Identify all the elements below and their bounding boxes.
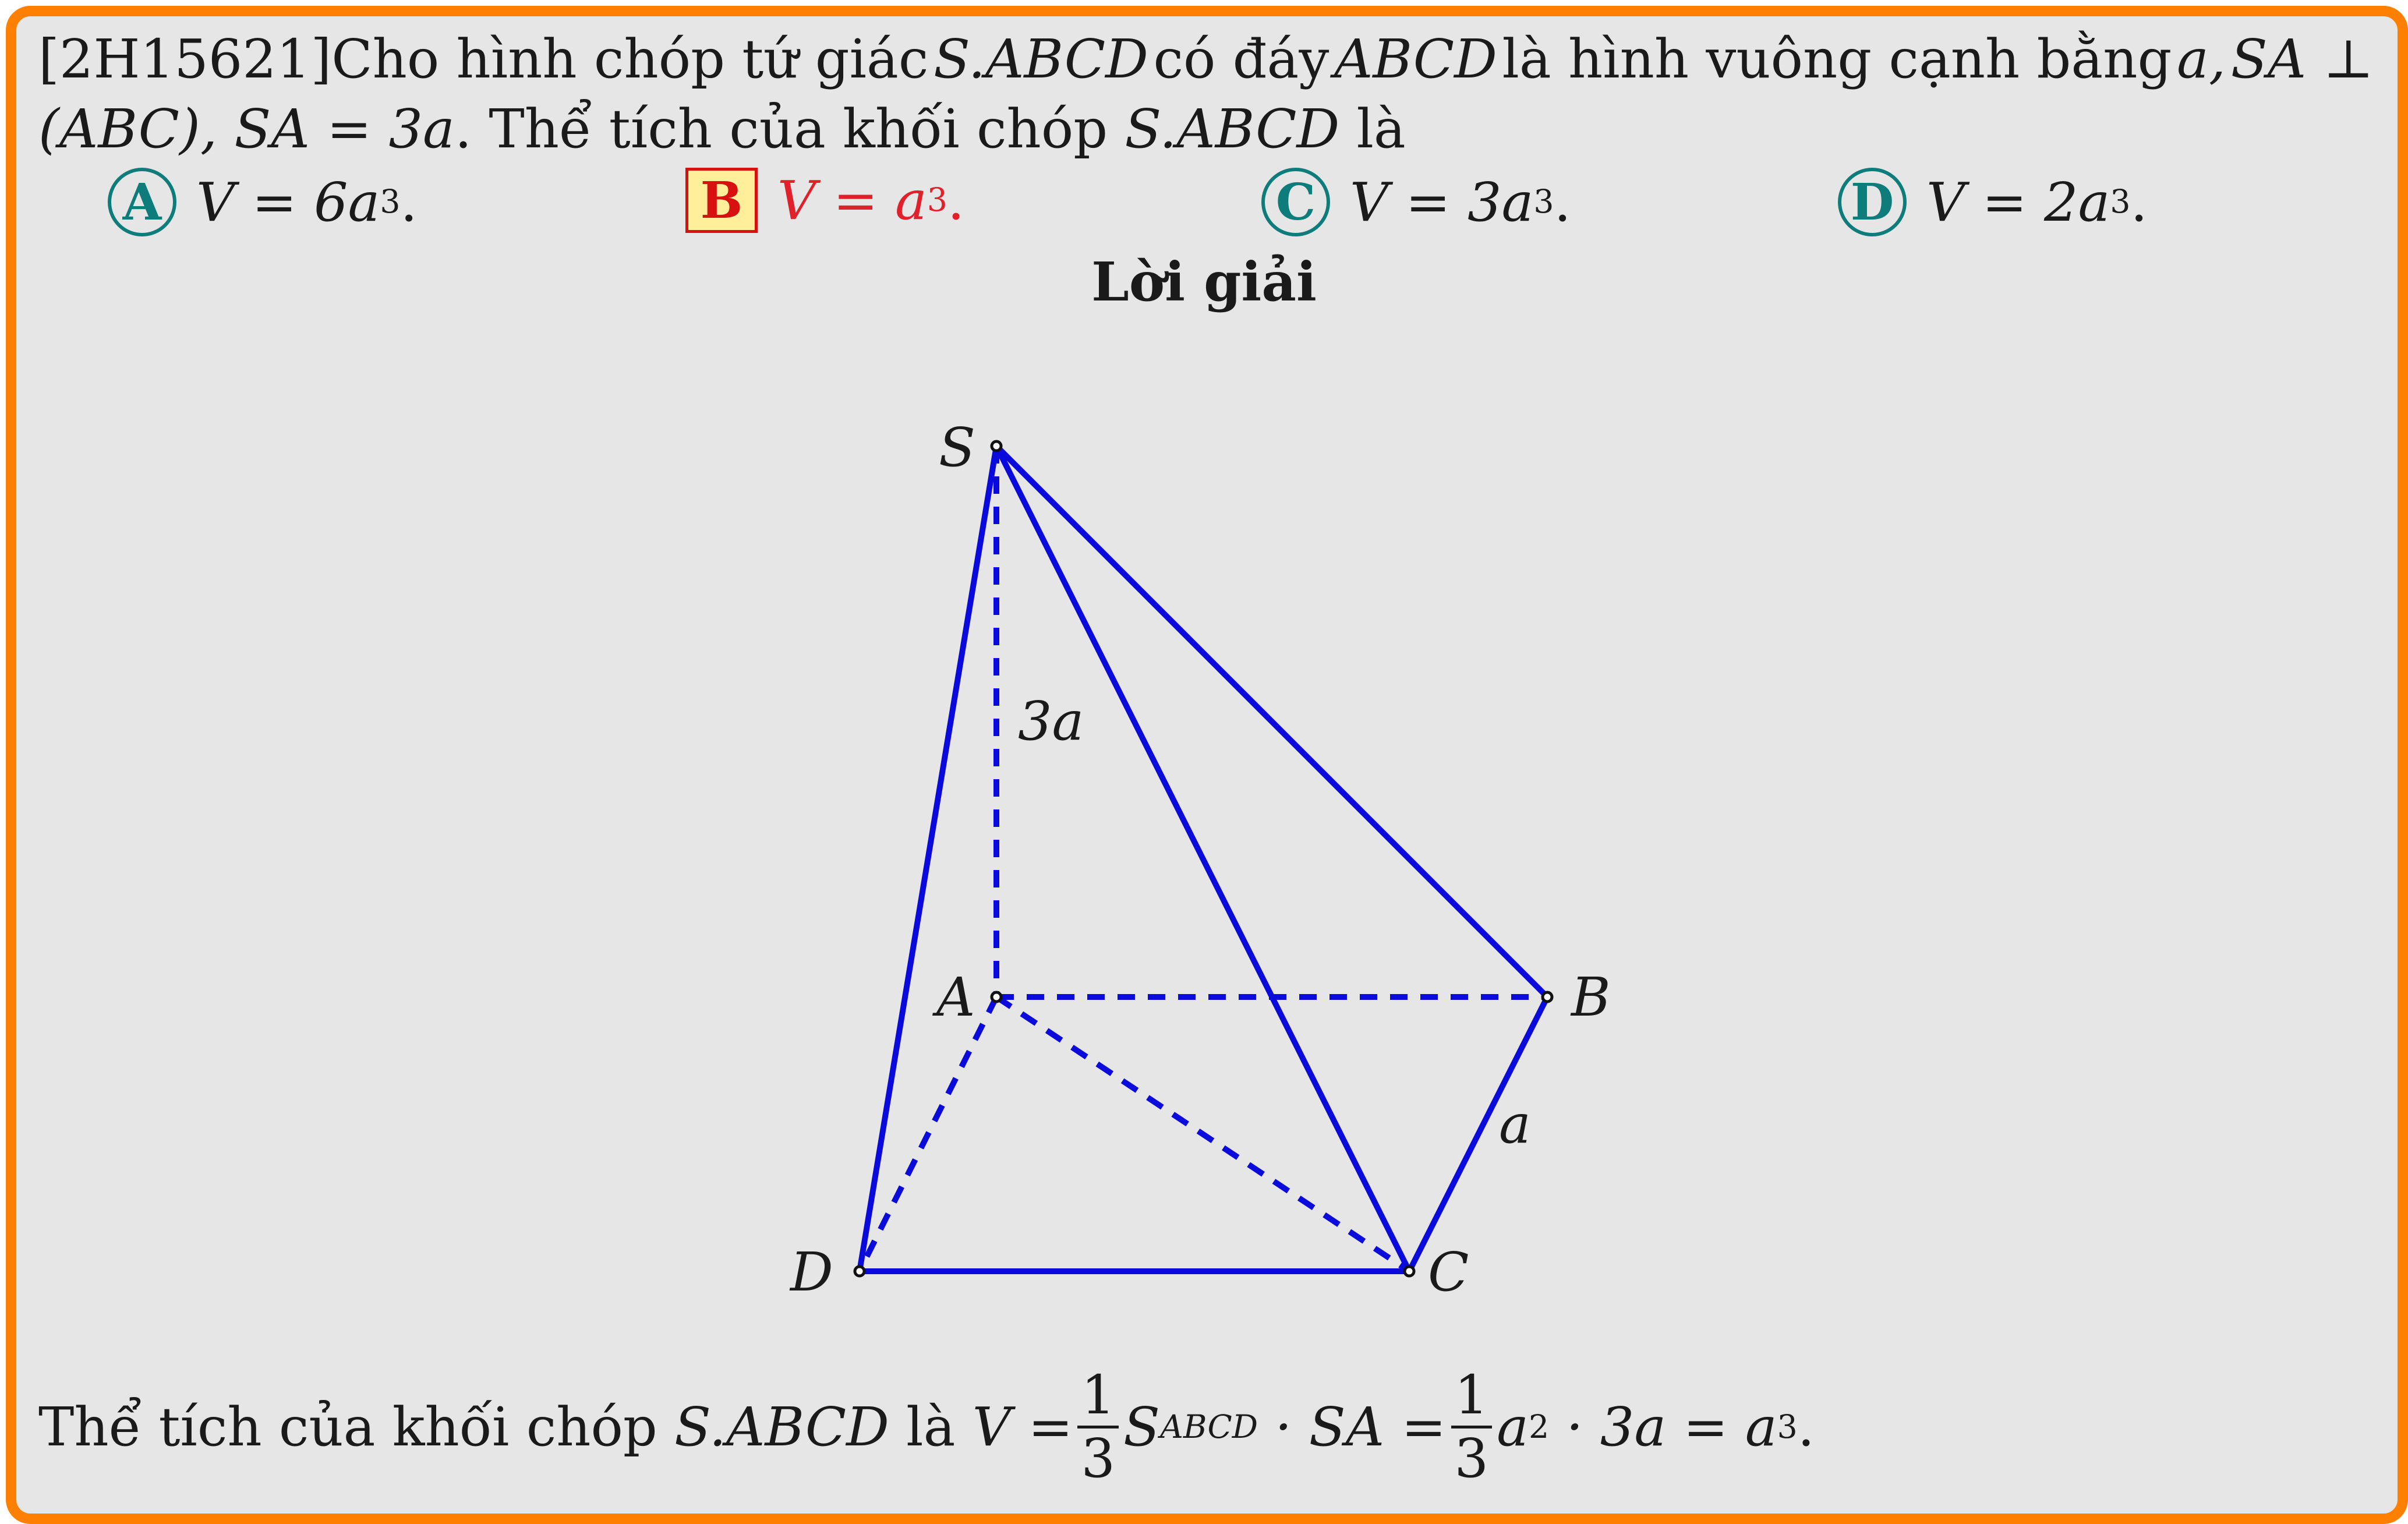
choice-d-expr: V = 2a: [1926, 171, 2110, 234]
choice-b-badge: B: [685, 168, 758, 233]
solution-solid: S.ABCD: [674, 1396, 889, 1458]
fraction-one-third: 1 3: [1077, 1369, 1119, 1486]
math-perp: SA ⊥: [2230, 28, 2374, 90]
solution-mid: · SA =: [1275, 1396, 1447, 1458]
edge-SD: [857, 443, 999, 1274]
point-A: [990, 991, 1003, 1003]
solution-text: là: [906, 1396, 956, 1458]
choice-a[interactable]: A V = 6a 3.: [108, 168, 418, 236]
edge-SC: [993, 443, 1412, 1274]
edge-CB: [1406, 994, 1550, 1274]
choice-c[interactable]: C V = 3a 3.: [1261, 168, 1571, 236]
fraction-numerator: 1: [1454, 1364, 1489, 1426]
edge-SB: [993, 443, 1550, 1000]
label-C: C: [1428, 1241, 1469, 1303]
math-condition: (ABC), SA = 3a: [38, 98, 455, 160]
point-B: [1541, 991, 1554, 1003]
label-A: A: [932, 966, 975, 1028]
math-solid: S.ABCD: [933, 28, 1148, 90]
choice-b-expr: V = a: [777, 169, 927, 232]
edge-AC-dashed: [995, 994, 1411, 1274]
area-symbol: S: [1123, 1396, 1161, 1458]
solution-end: .: [1797, 1396, 1815, 1458]
solution-v: V =: [972, 1396, 1073, 1458]
math-base: ABCD: [1334, 28, 1497, 90]
choice-a-tail: .: [400, 171, 418, 234]
question-id: [2H15621]: [38, 28, 332, 90]
label-B: B: [1570, 966, 1611, 1028]
point-D: [853, 1265, 866, 1278]
question-line-2: (ABC), SA = 3a. Thể tích của khối chóp S…: [38, 94, 2374, 164]
label-side-a: a: [1499, 1093, 1531, 1155]
choice-a-expr: V = 6a: [196, 171, 380, 234]
choice-d[interactable]: D V = 2a 3.: [1838, 168, 2148, 236]
fraction-denominator: 3: [1077, 1426, 1119, 1486]
solution-a: a: [1497, 1396, 1529, 1458]
point-C: [1403, 1265, 1416, 1278]
choice-d-tail: .: [2130, 171, 2148, 234]
solution-text: Thể tích của khối chóp: [38, 1396, 657, 1458]
label-height-3a: 3a: [1018, 690, 1084, 752]
fraction-numerator: 1: [1081, 1364, 1116, 1426]
area-subscript: ABCD: [1160, 1408, 1258, 1446]
question-text-part: Cho hình chóp tứ giác: [331, 28, 929, 90]
question-id-and-text: [2H15621]Cho hình chóp tứ giác: [38, 24, 928, 94]
question-text-part: có đáy: [1153, 28, 1329, 90]
choice-c-expr: V = 3a: [1350, 171, 1534, 234]
choice-d-badge: D: [1838, 168, 1907, 236]
choice-a-badge: A: [108, 168, 176, 236]
solution-line: Thể tích của khối chóp S.ABCD là V = 1 3…: [38, 1364, 1815, 1490]
question-text-part: là: [1356, 98, 1406, 160]
question-line-1: [2H15621]Cho hình chóp tứ giác S.ABCD có…: [38, 24, 2374, 94]
choice-b-tail: .: [947, 169, 965, 232]
question-text-part: là hình vuông cạnh bằng: [1502, 28, 2172, 90]
label-S: S: [939, 416, 975, 479]
fraction-denominator: 3: [1451, 1426, 1493, 1486]
point-S: [990, 440, 1003, 452]
fraction-one-third-2: 1 3: [1451, 1369, 1493, 1486]
math-side: a,: [2177, 28, 2226, 90]
choice-c-badge: C: [1261, 168, 1330, 236]
label-D: D: [789, 1241, 833, 1303]
choice-c-tail: .: [1554, 171, 1571, 234]
solution-tail: · 3a = a: [1566, 1396, 1777, 1458]
question-text-part: . Thể tích của khối chóp: [454, 98, 1108, 160]
solution-heading: Lời giải: [1091, 250, 1317, 313]
question-text: [2H15621]Cho hình chóp tứ giác S.ABCD có…: [38, 24, 2374, 164]
edge-AD-dashed: [857, 995, 999, 1273]
math-solid: S.ABCD: [1125, 98, 1340, 160]
